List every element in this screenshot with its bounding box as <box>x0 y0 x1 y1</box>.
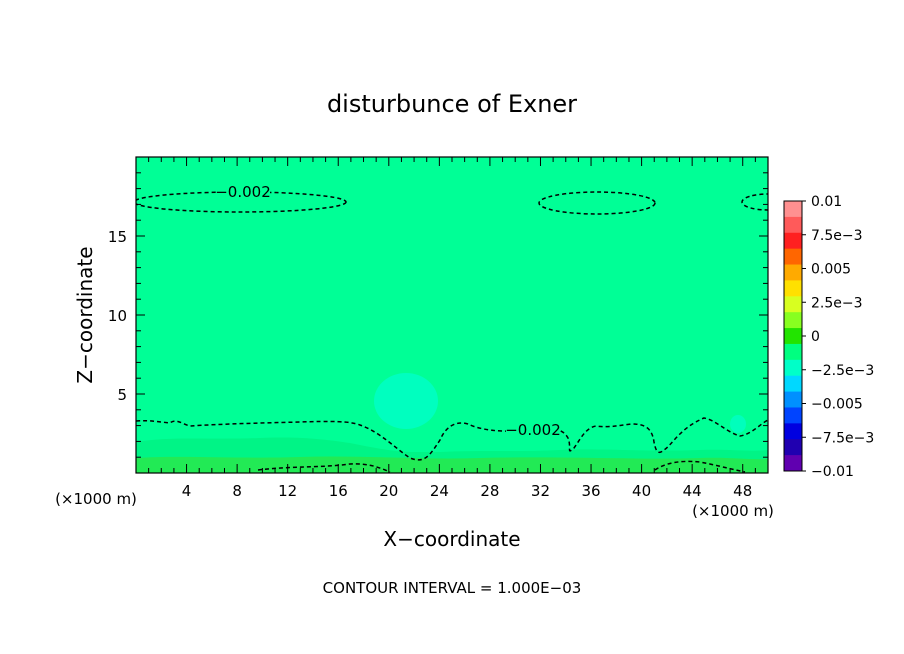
colorbar-swatch <box>784 248 802 266</box>
colorbar-swatch <box>784 312 802 329</box>
colorbar-swatch <box>784 359 802 377</box>
contour-label-lower: −0.002 <box>505 421 561 439</box>
x-tick-label: 36 <box>581 482 600 500</box>
colorbar-swatch <box>784 232 802 250</box>
colorbar-swatch <box>784 201 802 218</box>
contour-interval-note: CONTOUR INTERVAL = 1.000E−03 <box>323 579 582 597</box>
contour-upper-mid <box>538 191 656 215</box>
colorbar-labels: 0.01 7.5e−3 0.005 2.5e−3 0 −2.5e−3 −0.005 −7.5e… <box>802 194 874 480</box>
colorbar <box>783 200 803 472</box>
colorbar-swatch <box>784 407 802 424</box>
chart-title: disturbunce of Exner <box>327 90 577 118</box>
cyan-blob <box>374 373 438 429</box>
y-tick-labels: 5 10 15 <box>108 228 127 404</box>
x-tick-label: 28 <box>480 482 499 500</box>
x-unit-right: (×1000 m) <box>692 502 774 520</box>
colorbar-label: −0.005 <box>811 397 863 413</box>
colorbar-label: 7.5e−3 <box>811 228 863 244</box>
x-tick-label: 12 <box>278 482 297 500</box>
contour-label-upper: −0.002 <box>215 183 271 201</box>
x-axis-label: X−coordinate <box>383 527 520 551</box>
plot-area <box>136 157 768 473</box>
x-tick-label: 8 <box>232 482 242 500</box>
x-tick-label: 48 <box>733 482 752 500</box>
colorbar-swatch <box>784 343 802 361</box>
colorbar-label: 0 <box>811 329 820 345</box>
x-tick-label: 4 <box>182 482 192 500</box>
y-tick-label: 5 <box>117 386 127 404</box>
colorbar-swatch <box>784 280 802 297</box>
colorbar-label: −7.5e−3 <box>811 430 874 446</box>
colorbar-label: 2.5e−3 <box>811 295 863 311</box>
y-tick-label: 10 <box>108 307 127 325</box>
colorbar-swatch <box>784 264 802 281</box>
colorbar-swatch <box>784 216 802 234</box>
x-tick-labels: 4 8 12 16 20 24 28 32 36 40 44 48 <box>182 482 752 500</box>
colorbar-label: −0.01 <box>811 464 854 480</box>
colorbar-label: −2.5e−3 <box>811 363 874 379</box>
colorbar-label: 0.005 <box>811 262 851 278</box>
contour-upper-right <box>741 193 768 211</box>
y-axis-label: Z−coordinate <box>73 246 97 383</box>
y-tick-label: 15 <box>108 228 127 246</box>
x-tick-label: 32 <box>531 482 550 500</box>
contour-surface-fragment-1 <box>257 463 391 473</box>
x-tick-label: 40 <box>632 482 651 500</box>
field-background <box>136 157 768 473</box>
colorbar-swatch <box>784 439 802 456</box>
x-tick-label: 16 <box>329 482 348 500</box>
x-tick-label: 24 <box>430 482 449 500</box>
axis-ticks <box>136 157 768 473</box>
x-unit-left: (×1000 m) <box>55 490 137 508</box>
colorbar-swatch <box>784 455 802 472</box>
colorbar-label: 0.01 <box>811 194 842 210</box>
colorbar-swatch <box>784 296 802 313</box>
x-tick-label: 20 <box>379 482 398 500</box>
label-bg-upper <box>216 183 270 201</box>
cyan-blob-small <box>730 415 746 433</box>
colorbar-swatch <box>784 391 802 408</box>
colorbar-swatch <box>784 375 802 393</box>
colorbar-swatch <box>784 328 802 345</box>
label-bg-lower <box>506 421 560 439</box>
colorbar-swatch <box>784 423 802 440</box>
surface-band <box>136 456 768 473</box>
x-tick-label: 44 <box>683 482 702 500</box>
